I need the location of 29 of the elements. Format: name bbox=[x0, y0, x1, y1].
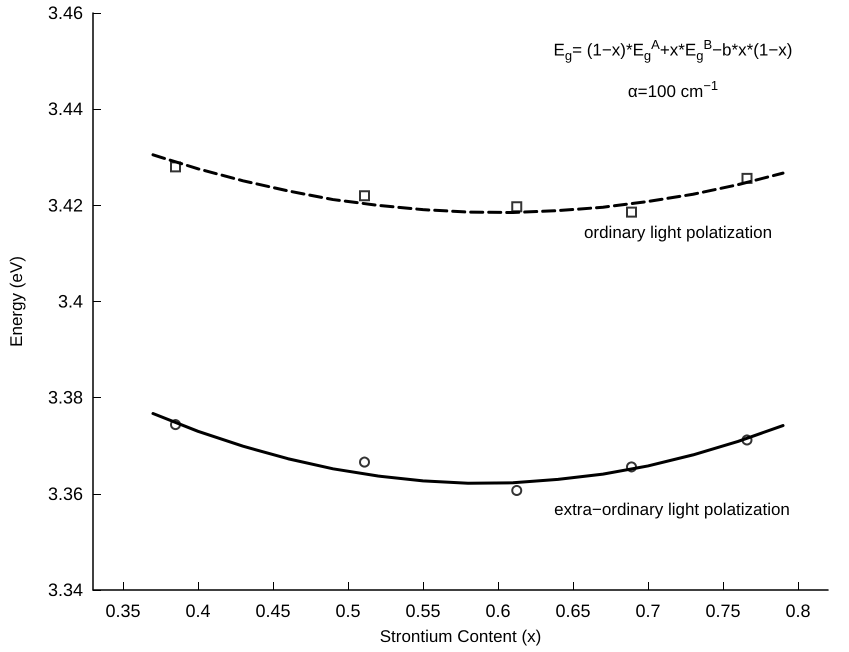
y-tick-label: 3.34 bbox=[48, 580, 83, 600]
y-tick-label: 3.36 bbox=[48, 484, 83, 504]
y-tick-label: 3.42 bbox=[48, 195, 83, 216]
point bbox=[626, 206, 637, 218]
annotation: α=100 cm$^{−1}$ bbox=[628, 78, 718, 102]
annotation: ordinary light polatization bbox=[584, 223, 772, 243]
x-tick-label: 0.7 bbox=[635, 601, 661, 621]
x-tick-label: 0.4 bbox=[185, 601, 211, 621]
y-tick-label: 3.4 bbox=[58, 292, 83, 312]
text: E$_{g}$= (1−x)*E$_{g}$$^{A}$+x*E$_{g}$$^{B}$−b*x*(1−x) bbox=[554, 36, 792, 64]
x-tick-label: 0.65 bbox=[555, 601, 591, 621]
y-tick-label: 3.44 bbox=[48, 99, 83, 120]
point bbox=[511, 201, 522, 212]
y-tick-label: 3.38 bbox=[48, 388, 83, 408]
x-tick-label: 0.6 bbox=[485, 601, 511, 621]
x-tick-label: 0.55 bbox=[405, 601, 441, 621]
x-tick-label: 0.75 bbox=[705, 601, 741, 621]
x-axis-title: Strontium Content (x) bbox=[380, 627, 542, 646]
x-tick-label: 0.35 bbox=[105, 601, 141, 621]
x-tick-label: 0.5 bbox=[335, 601, 361, 621]
y-tick-label: 3.46 bbox=[48, 3, 83, 23]
x-tick-label: 0.45 bbox=[255, 601, 291, 621]
point bbox=[359, 456, 370, 468]
x-tick-label: 0.8 bbox=[785, 601, 811, 621]
point bbox=[511, 484, 522, 496]
line-series bbox=[152, 153, 784, 214]
annotation: extra−ordinary light polatization bbox=[554, 500, 790, 520]
point bbox=[359, 190, 370, 202]
y-axis-title: Energy (eV) bbox=[7, 256, 26, 347]
